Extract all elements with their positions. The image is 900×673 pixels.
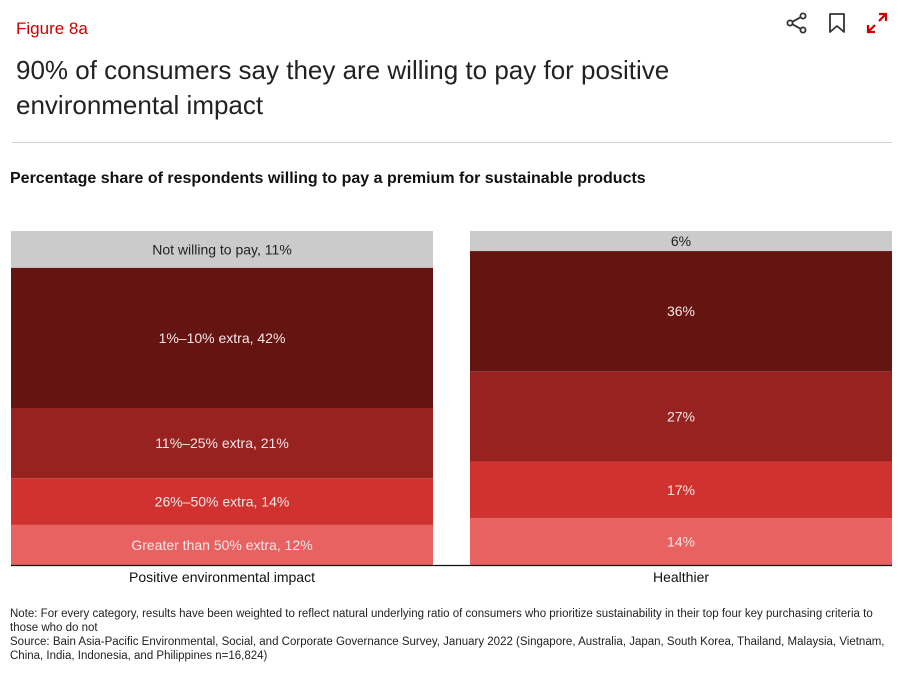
bar-segment-positive-environmental-impact-11-25-extra <box>11 408 433 479</box>
bar-segment-positive-environmental-impact-not-willing-to-pay <box>11 231 433 268</box>
chart-notes: Note: For every category, results have b… <box>10 607 890 663</box>
bar-segment-healthier-26-50-extra <box>470 461 892 519</box>
toolbar <box>784 10 890 36</box>
bar-segment-healthier-not-willing-to-pay <box>470 231 892 252</box>
bar-segment-positive-environmental-impact-1-10-extra <box>11 267 433 409</box>
bar-segment-healthier-11-25-extra <box>470 371 892 462</box>
stacked-bar-chart: Greater than 50% extra, 12% 26%–50% extra… <box>11 231 892 585</box>
data-label-healthier-greater-than-50-extra: 14% <box>667 534 695 550</box>
data-label-healthier-11-25-extra: 27% <box>667 408 695 424</box>
figure-label: Figure 8a <box>16 19 88 38</box>
category-label-healthier: Healthier <box>653 569 709 585</box>
data-label-healthier-not-willing-to-pay: 6% <box>671 233 691 249</box>
data-label-positive-environmental-impact-26-50-extra: 26%–50% extra, 14% <box>155 494 290 510</box>
bar-segment-healthier-greater-than-50-extra <box>470 518 892 565</box>
bar-segment-positive-environmental-impact-26-50-extra <box>11 478 433 525</box>
note-text: Note: For every category, results have b… <box>10 608 873 634</box>
share-icon[interactable] <box>784 10 810 36</box>
chart-title: Percentage share of respondents willing … <box>10 170 646 187</box>
bar-segment-positive-environmental-impact-greater-than-50-extra <box>11 524 433 565</box>
data-label-positive-environmental-impact-not-willing-to-pay: Not willing to pay, 11% <box>152 241 292 257</box>
data-label-positive-environmental-impact-1-10-extra: 1%–10% extra, 42% <box>159 330 286 346</box>
data-label-positive-environmental-impact-11-25-extra: 11%–25% extra, 21% <box>155 435 289 451</box>
category-label-positive-environmental-impact: Positive environmental impact <box>129 569 315 585</box>
bookmark-icon[interactable] <box>824 10 850 36</box>
bar-segment-healthier-1-10-extra <box>470 251 892 372</box>
title-divider <box>12 142 892 143</box>
data-label-healthier-26-50-extra: 17% <box>667 482 695 498</box>
data-label-healthier-1-10-extra: 36% <box>667 303 695 319</box>
page-title: 90% of consumers say they are willing to… <box>16 55 670 120</box>
data-label-positive-environmental-impact-greater-than-50-extra: Greater than 50% extra, 12% <box>131 537 312 553</box>
expand-icon[interactable] <box>864 10 890 36</box>
source-text: Source: Bain Asia-Pacific Environmental,… <box>10 636 885 662</box>
